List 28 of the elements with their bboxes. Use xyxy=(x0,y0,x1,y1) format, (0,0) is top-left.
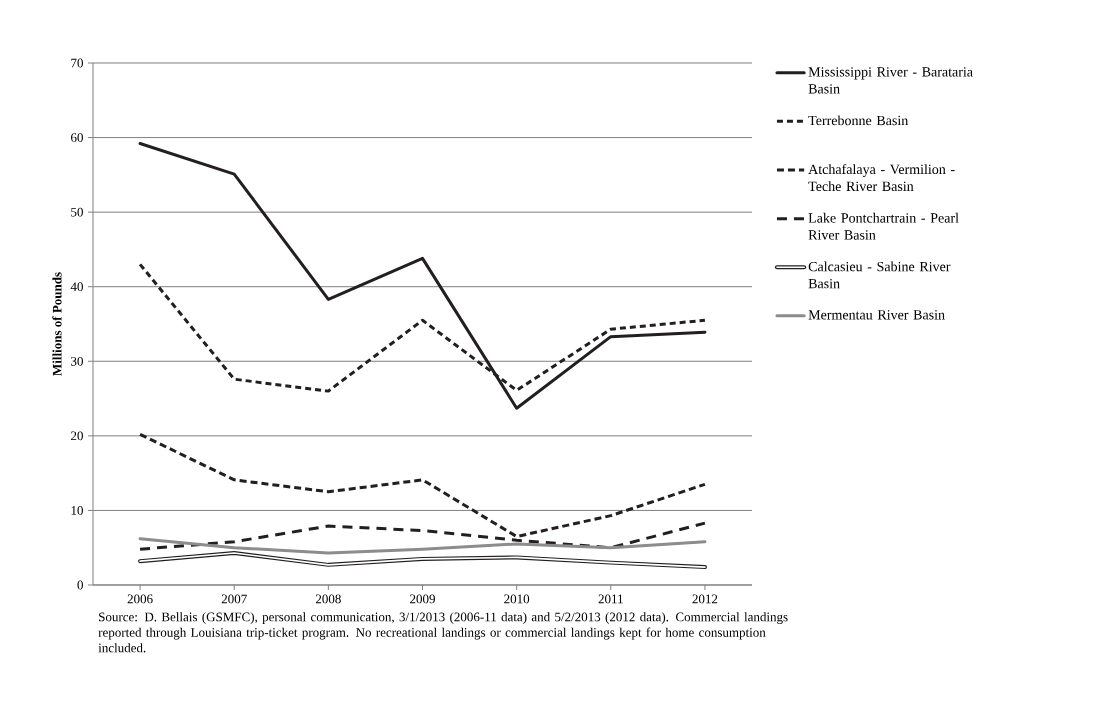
x-tick-label: 2011 xyxy=(598,594,623,604)
legend-label: Lake Pontchartrain - Pearl River Basin xyxy=(808,212,959,240)
x-tick-label: 2010 xyxy=(504,594,530,604)
x-tick-label: 2008 xyxy=(315,594,341,604)
y-axis-title: Millions of Pounds xyxy=(52,272,62,376)
x-tick-label: 2009 xyxy=(410,594,435,604)
y-tick-label: 10 xyxy=(71,506,83,515)
x-tick-label: 2006 xyxy=(127,594,153,604)
legend-label: Mermentau River Basin xyxy=(808,310,945,320)
y-tick-label: 0 xyxy=(77,580,83,590)
legend-label: Terrebonne Basin xyxy=(808,115,909,126)
x-tick-label: 2007 xyxy=(221,594,247,604)
y-tick-label: 60 xyxy=(71,133,83,142)
y-tick-label: 30 xyxy=(71,356,83,366)
y-tick-label: 70 xyxy=(71,58,83,68)
legend-label: Calcasieu - Sabine River Basin xyxy=(808,261,951,289)
y-tick-label: 40 xyxy=(70,282,83,292)
line-series xyxy=(138,537,707,555)
line-series xyxy=(138,521,707,551)
line-series xyxy=(138,432,707,539)
source-note: Source: D. Bellais (GSMFC), personal communication, 3/1/2013 (2006-11 data) and 5/2/2013 (2012 data). Commercial landings reported through Louisiana trip-ticket program. No recreational landings or commercial landings kept for home consumption included. xyxy=(98,612,788,653)
y-tick-label: 20 xyxy=(71,431,83,441)
legend-label: Mississippi River - Barataria Basin xyxy=(808,67,973,94)
x-tick-label: 2012 xyxy=(692,594,718,604)
legend-label: Atchafalaya - Vermilion - Teche River Basin xyxy=(808,164,955,192)
line-series xyxy=(138,550,707,570)
line-series xyxy=(138,142,707,410)
y-tick-label: 50 xyxy=(71,207,83,217)
